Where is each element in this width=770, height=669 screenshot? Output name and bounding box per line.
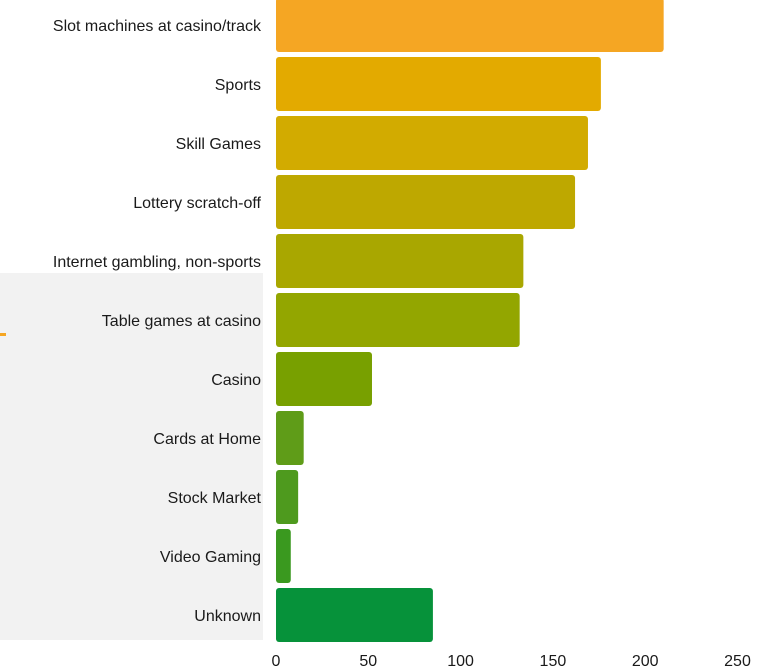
- bar-unknown: [276, 588, 433, 642]
- category-label: Stock Market: [168, 490, 262, 507]
- category-label: Skill Games: [176, 136, 261, 153]
- category-label: Internet gambling, non-sports: [53, 254, 261, 271]
- bar-internet-gambling-non-sports: [276, 234, 524, 288]
- category-label: Cards at Home: [153, 431, 261, 448]
- category-label: Table games at casino: [102, 313, 261, 330]
- category-label: Video Gaming: [160, 549, 261, 566]
- category-label: Lottery scratch-off: [133, 195, 261, 212]
- bar-stock-market: [276, 470, 299, 524]
- x-tick-labels-group: 0 50 100 150 200 250: [272, 653, 751, 669]
- bar-sports: [276, 57, 601, 111]
- background-accent-mark: [0, 333, 6, 336]
- x-tick-label: 100: [447, 653, 474, 669]
- background-panel: [0, 273, 263, 640]
- category-label: Slot machines at casino/track: [53, 18, 262, 35]
- bars-group: [276, 0, 664, 642]
- category-label: Casino: [211, 372, 261, 389]
- x-tick-label: 50: [359, 653, 377, 669]
- bar-video-gaming: [276, 529, 291, 583]
- bar-table-games-at-casino: [276, 293, 520, 347]
- category-labels-group: Slot machines at casino/track Sports Skill…: [53, 18, 262, 625]
- x-tick-label: 150: [540, 653, 567, 669]
- x-tick-label: 250: [724, 653, 751, 669]
- category-label: Sports: [215, 77, 261, 94]
- x-tick-label: 0: [272, 653, 281, 669]
- bar-casino: [276, 352, 372, 406]
- x-tick-label: 200: [632, 653, 659, 669]
- bar-cards-at-home: [276, 411, 304, 465]
- bar-lottery-scratch-off: [276, 175, 576, 229]
- bar-skill-games: [276, 116, 588, 170]
- category-label: Unknown: [194, 608, 261, 625]
- bar-slot-machines-at-casino-track: [276, 0, 664, 52]
